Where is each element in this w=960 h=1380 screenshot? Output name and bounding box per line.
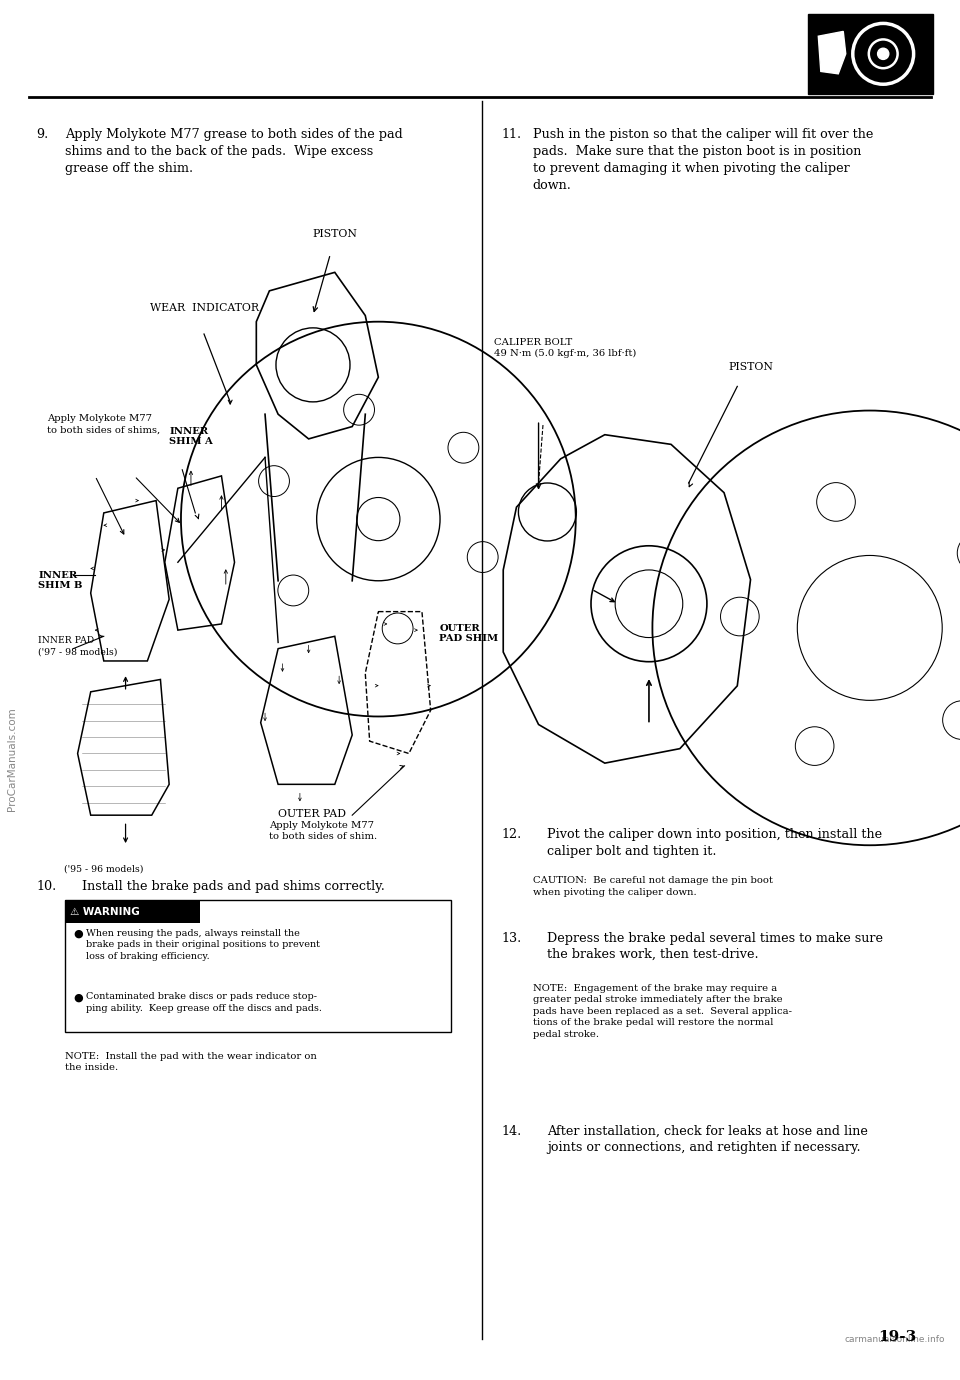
Text: Push in the piston so that the caliper will fit over the
pads.  Make sure that t: Push in the piston so that the caliper w… [533, 128, 874, 192]
Text: After installation, check for leaks at hose and line
joints or connections, and : After installation, check for leaks at h… [547, 1125, 868, 1154]
Bar [65, 900, 200, 923]
Circle shape [877, 48, 889, 59]
Text: When reusing the pads, always reinstall the
brake pads in their original positio: When reusing the pads, always reinstall … [86, 929, 321, 960]
Text: Apply Molykote M77 grease to both sides of the pad
shims and to the back of the : Apply Molykote M77 grease to both sides … [65, 128, 403, 175]
Text: ●: ● [73, 929, 83, 938]
Text: PISTON: PISTON [728, 362, 773, 373]
Text: 13.: 13. [501, 932, 521, 944]
Text: OUTER
PAD SHIM: OUTER PAD SHIM [440, 624, 498, 643]
Text: INNER PAD
('97 - 98 models): INNER PAD ('97 - 98 models) [38, 636, 118, 657]
Text: ⚠ WARNING: ⚠ WARNING [70, 907, 140, 916]
Text: NOTE:  Engagement of the brake may require a
greater pedal stroke immediately af: NOTE: Engagement of the brake may requir… [533, 984, 792, 1039]
Text: CAUTION:  Be careful not damage the pin boot
when pivoting the caliper down.: CAUTION: Be careful not damage the pin b… [533, 876, 773, 897]
Polygon shape [818, 32, 846, 73]
Bar [808, 14, 933, 94]
Text: OUTER PAD: OUTER PAD [278, 809, 347, 818]
Text: WEAR  INDICATOR: WEAR INDICATOR [150, 304, 258, 313]
Text: INNER
SHIM A: INNER SHIM A [169, 426, 213, 446]
Text: 10.: 10. [36, 880, 57, 893]
Text: ProCarManuals.com: ProCarManuals.com [7, 707, 16, 811]
Text: CALIPER BOLT
49 N·m (5.0 kgf·m, 36 lbf·ft): CALIPER BOLT 49 N·m (5.0 kgf·m, 36 lbf·f… [494, 338, 636, 359]
Text: 9.: 9. [36, 128, 49, 141]
Bar [65, 900, 451, 1032]
Text: INNER
SHIM B: INNER SHIM B [38, 571, 83, 591]
Text: Apply Molykote M77
to both sides of shims,: Apply Molykote M77 to both sides of shim… [47, 414, 160, 435]
Text: Apply Molykote M77
to both sides of shim.: Apply Molykote M77 to both sides of shim… [270, 821, 377, 842]
Text: 19-3: 19-3 [878, 1330, 917, 1344]
Text: Depress the brake pedal several times to make sure
the brakes work, then test-dr: Depress the brake pedal several times to… [547, 932, 883, 960]
Text: 12.: 12. [501, 828, 521, 840]
Text: Pivot the caliper down into position, then install the
caliper bolt and tighten : Pivot the caliper down into position, th… [547, 828, 882, 857]
Text: PISTON: PISTON [312, 229, 357, 239]
Text: carmanualsonline.info: carmanualsonline.info [845, 1334, 946, 1344]
Text: ('95 - 96 models): ('95 - 96 models) [64, 864, 144, 874]
Text: 11.: 11. [501, 128, 521, 141]
Text: ●: ● [73, 992, 83, 1002]
Text: Install the brake pads and pad shims correctly.: Install the brake pads and pad shims cor… [82, 880, 384, 893]
Text: 14.: 14. [501, 1125, 521, 1137]
Text: Contaminated brake discs or pads reduce stop-
ping ability.  Keep grease off the: Contaminated brake discs or pads reduce … [86, 992, 323, 1013]
Text: NOTE:  Install the pad with the wear indicator on
the inside.: NOTE: Install the pad with the wear indi… [65, 1052, 317, 1072]
